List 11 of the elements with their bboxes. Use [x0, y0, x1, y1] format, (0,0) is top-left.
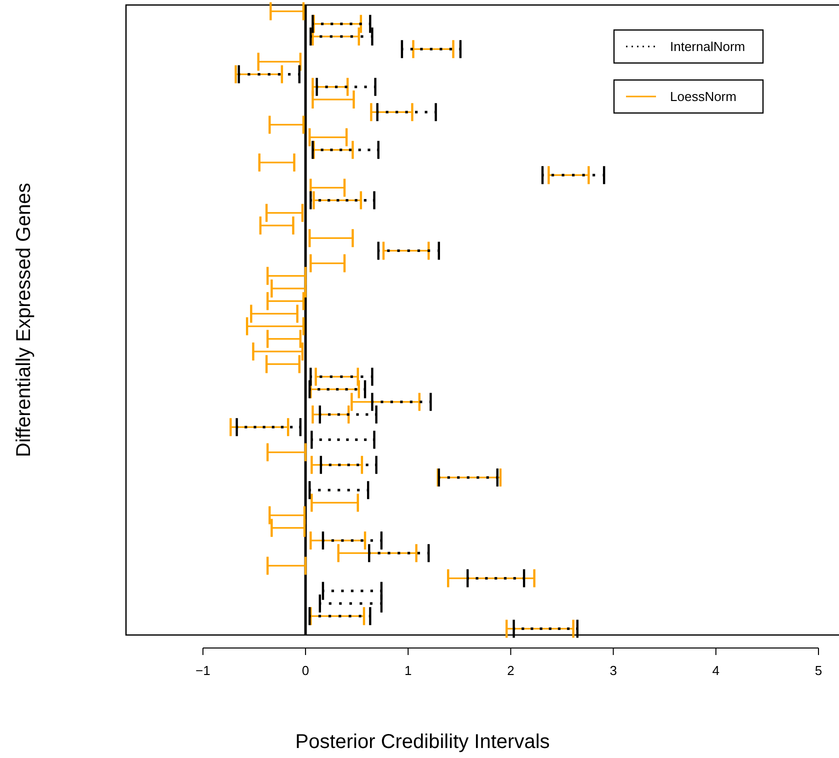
x-axis-title: Posterior Credibility Intervals — [295, 731, 550, 753]
x-tick-label: 2 — [507, 662, 514, 678]
x-tick-label: 1 — [404, 662, 412, 678]
legend-label: InternalNorm — [670, 39, 746, 54]
x-tick-label: 3 — [610, 662, 617, 678]
legend-label: LoessNorm — [670, 89, 736, 104]
x-tick-label: 0 — [302, 662, 310, 678]
y-axis-title: Differentially Expressed Genes — [13, 182, 35, 458]
x-tick-label: 4 — [712, 662, 720, 678]
x-tick-label: 5 — [814, 662, 822, 678]
x-tick-label: −1 — [196, 662, 210, 678]
